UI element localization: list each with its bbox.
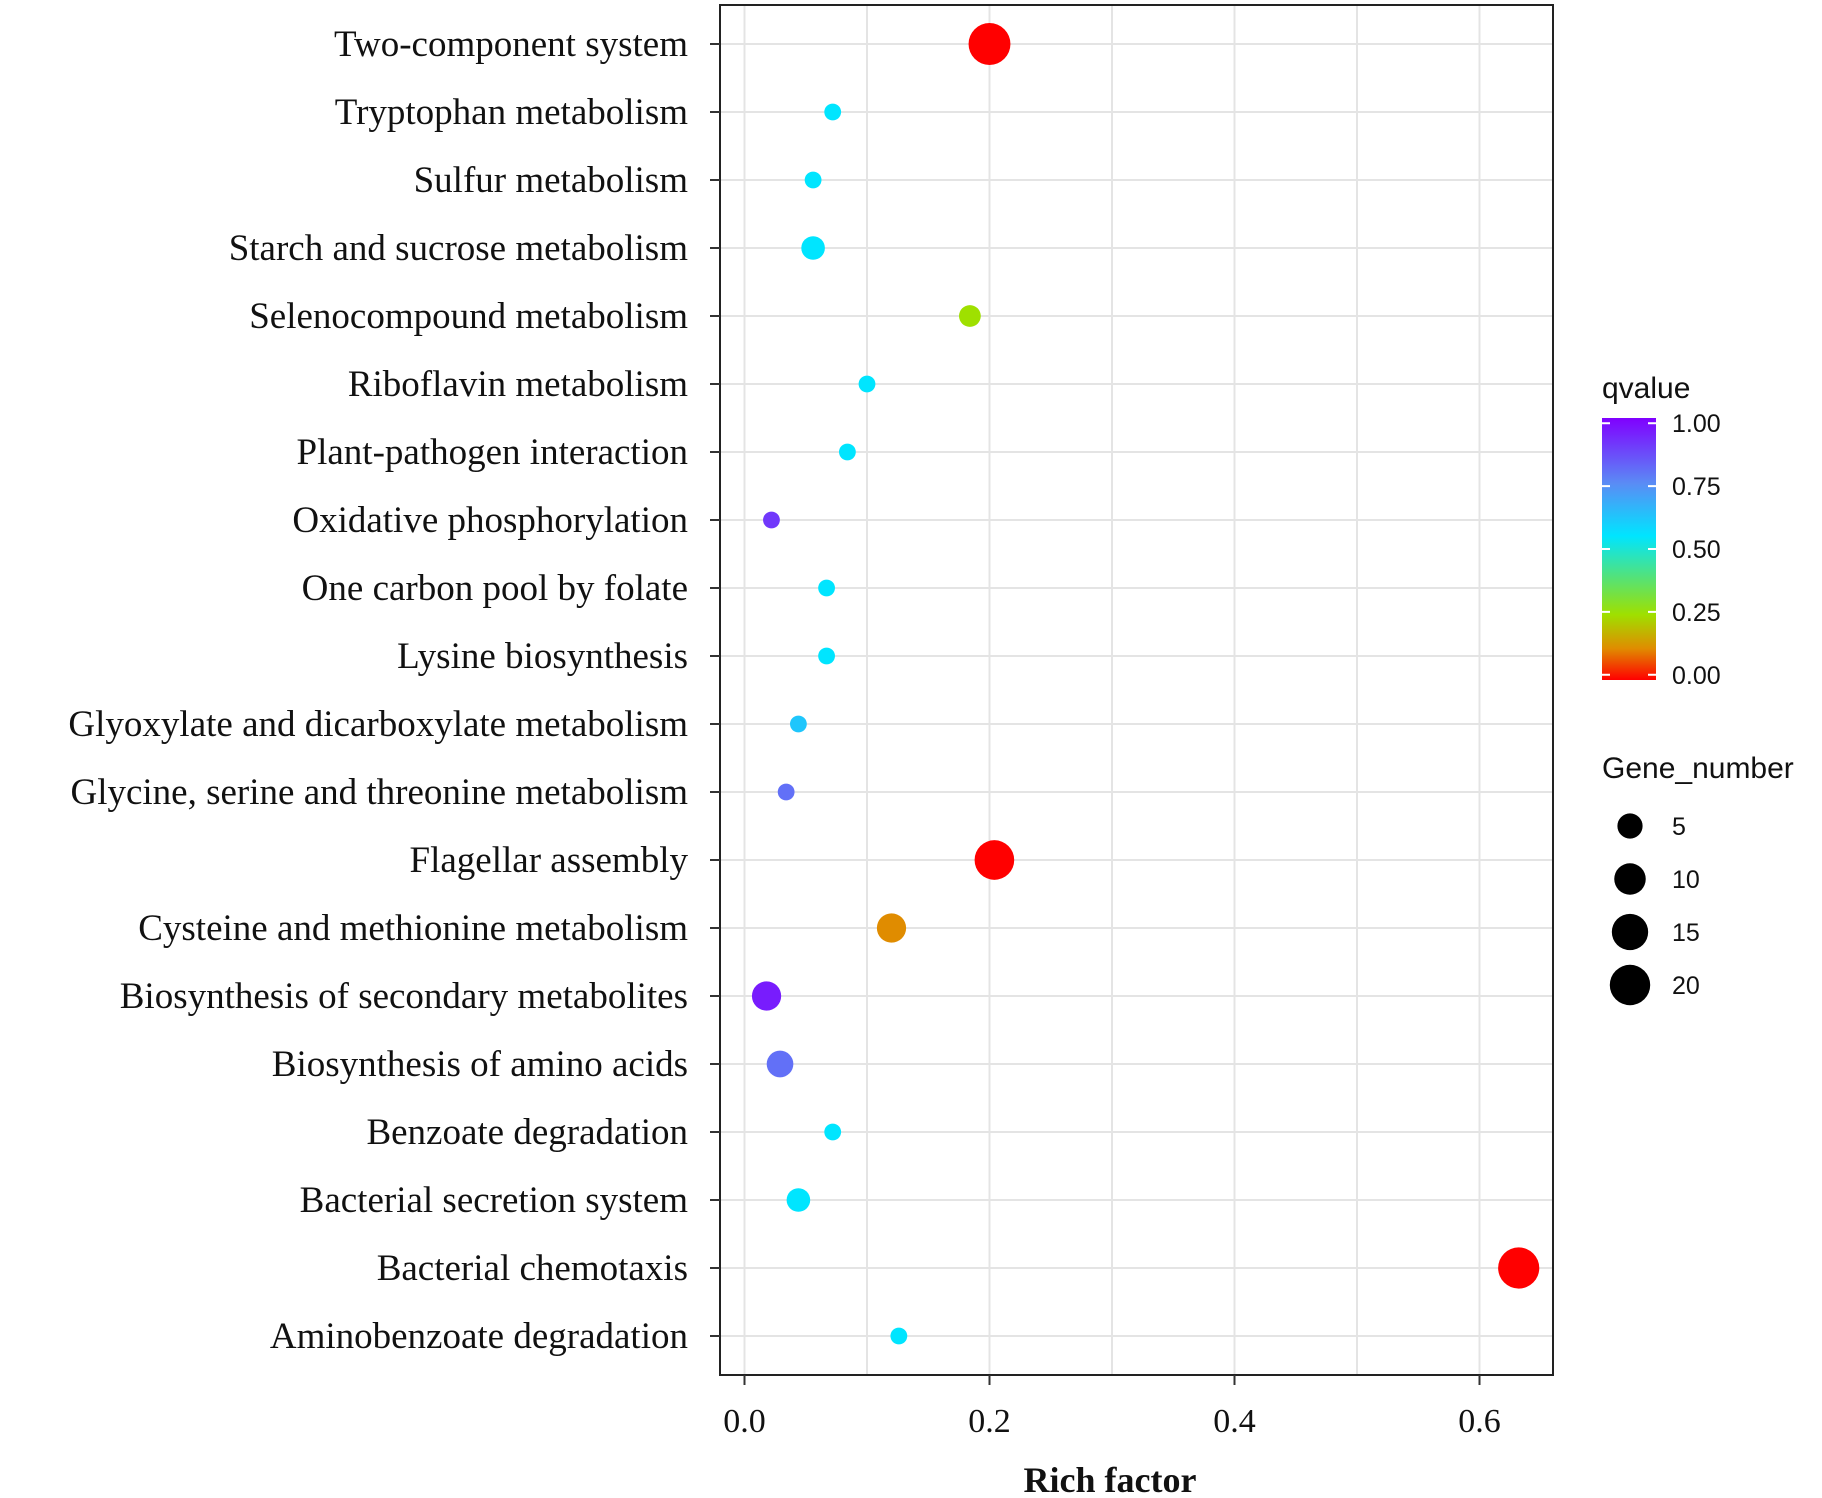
data-point [786, 1188, 811, 1212]
data-point [751, 981, 782, 1011]
y-tick-label: Bacterial secretion system [300, 1180, 689, 1221]
x-tick-label: 0.0 [723, 1403, 766, 1440]
y-tick-label: Glyoxylate and dicarboxylate metabolism [68, 704, 688, 745]
data-point [824, 103, 842, 121]
y-tick-label: Biosynthesis of amino acids [272, 1044, 688, 1085]
y-tick-label: Lysine biosynthesis [397, 636, 688, 677]
data-point [763, 511, 780, 529]
data-point [858, 375, 876, 393]
x-tick-label: 0.2 [968, 1403, 1011, 1440]
y-tick-label: Selenocompound metabolism [249, 296, 688, 337]
y-axis-labels: Two-component system Tryptophan metabolis… [68, 24, 720, 1357]
colorbar-tick-label: 1.00 [1672, 410, 1721, 438]
data-point [824, 1123, 842, 1141]
y-tick-label: Riboflavin metabolism [348, 364, 688, 405]
colorbar-tick-label: 0.75 [1672, 473, 1721, 501]
colorbar-tick-label: 0.50 [1672, 536, 1721, 564]
y-tick-label: Starch and sucrose metabolism [229, 228, 689, 269]
y-tick-label: Plant-pathogen interaction [297, 432, 688, 473]
data-point [804, 171, 822, 189]
y-tick-label: Tryptophan metabolism [335, 92, 688, 133]
data-points [751, 23, 1540, 1345]
y-tick-label: One carbon pool by folate [302, 568, 688, 609]
size-legend-label: 5 [1672, 813, 1686, 841]
colorbar-tick-label: 0.25 [1672, 599, 1721, 627]
y-tick-label: Flagellar assembly [410, 840, 689, 881]
data-point [818, 579, 835, 597]
y-tick-label: Cysteine and methionine metabolism [138, 908, 688, 949]
x-tick-label: 0.6 [1458, 1403, 1501, 1440]
grid-lines [720, 5, 1553, 1375]
size-legend-dot [1617, 813, 1643, 839]
data-point [766, 1050, 794, 1078]
size-legend-dot [1609, 964, 1651, 1006]
y-tick-label: Sulfur metabolism [414, 160, 689, 201]
data-point [974, 840, 1015, 880]
gene-number-legend: Gene_number 5 10 15 20 [1602, 752, 1794, 1006]
gene-number-legend-title: Gene_number [1602, 752, 1794, 785]
size-legend-dot [1614, 863, 1646, 895]
data-point [890, 1327, 908, 1345]
qvalue-legend-title: qvalue [1602, 372, 1690, 405]
size-legend-dot [1611, 913, 1649, 951]
size-legend-label: 15 [1672, 919, 1700, 947]
y-tick-label: Biosynthesis of secondary metabolites [120, 976, 688, 1017]
data-point [777, 783, 795, 801]
data-point [801, 236, 825, 260]
data-point [968, 23, 1011, 65]
qvalue-colorbar [1602, 418, 1656, 680]
data-point [959, 305, 981, 327]
size-legend-label: 20 [1672, 972, 1700, 1000]
size-legend-label: 10 [1672, 866, 1700, 894]
x-tick-label: 0.4 [1213, 1403, 1256, 1440]
y-tick-label: Aminobenzoate degradation [270, 1316, 688, 1357]
qvalue-legend: qvalue 1.00 0.75 0.50 0.25 0.00 [1602, 372, 1721, 690]
data-point [876, 913, 907, 943]
y-tick-label: Oxidative phosphorylation [292, 500, 688, 541]
data-point [818, 647, 835, 665]
y-tick-label: Bacterial chemotaxis [377, 1248, 688, 1289]
data-point [839, 443, 856, 461]
colorbar-tick-label: 0.00 [1672, 662, 1721, 690]
x-axis-title: Rich factor [1024, 1460, 1197, 1498]
x-axis: 0.0 0.2 0.4 0.6 [723, 1375, 1501, 1440]
y-tick-label: Two-component system [334, 24, 688, 65]
data-point [1498, 1247, 1540, 1289]
y-tick-label: Benzoate degradation [366, 1112, 688, 1153]
data-point [790, 715, 807, 733]
y-tick-label: Glycine, serine and threonine metabolism [70, 772, 688, 813]
plot-panel [719, 4, 1554, 1376]
